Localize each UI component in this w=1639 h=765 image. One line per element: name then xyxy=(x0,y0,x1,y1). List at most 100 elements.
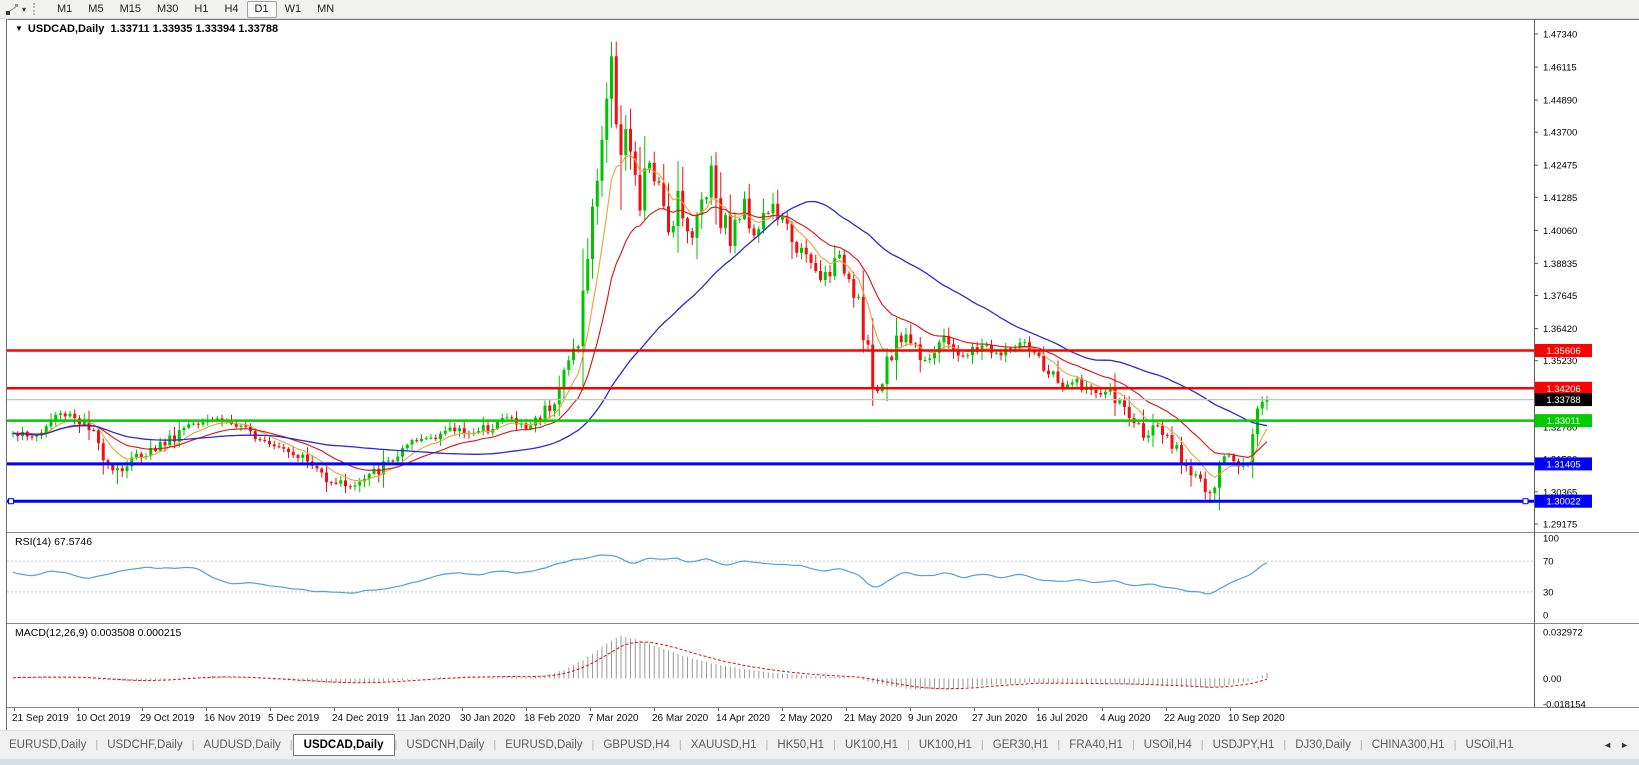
line-studies-group: ▾ xyxy=(0,0,46,18)
price-badge-label: 1.33788 xyxy=(1546,395,1580,406)
tab-separator: | xyxy=(95,739,99,751)
price-chart-panel[interactable]: 1.47340 1.46115 1.44890 1.43700 1.42475 1.412… xyxy=(7,19,1639,532)
tab-usdjpy-h1[interactable]: USDJPY,H1 xyxy=(1212,739,1275,751)
price-badge xyxy=(1535,457,1592,471)
date-tick xyxy=(654,708,655,711)
price-tick-label: 1.32780 xyxy=(1543,422,1577,433)
price-tick-label: 1.29175 xyxy=(1543,520,1577,531)
date-label: 21 Sep 2019 xyxy=(12,713,69,724)
macd-label: MACD(12,26,9) 0.003508 0.000215 xyxy=(15,627,182,639)
date-tick xyxy=(846,708,847,711)
ma-ema8-line xyxy=(12,154,1268,482)
timeframe-buttons: M1 M5 M15 M30 H1 H4 D1 W1 MN xyxy=(46,0,345,18)
macd-indicator-panel[interactable]: 0.032972 0.00 -0.018154 xyxy=(7,623,1639,708)
tab-china300-h1[interactable]: CHINA300,H1 xyxy=(1371,739,1445,751)
tab-separator: | xyxy=(191,739,195,751)
tab-uk100-h1[interactable]: UK100,H1 xyxy=(918,739,972,751)
date-tick xyxy=(526,708,527,711)
tab-ger30-h1[interactable]: GER30,H1 xyxy=(992,739,1049,751)
price-tick-label: 1.44890 xyxy=(1543,96,1577,107)
tab-audusd-daily[interactable]: AUDUSD,Daily xyxy=(203,739,281,751)
tab-scroll-left-icon[interactable]: ◄ xyxy=(1603,740,1613,750)
rsi-indicator-panel[interactable]: 100 70 30 0 xyxy=(7,532,1639,623)
tab-xauusd-h1[interactable]: XAUUSD,H1 xyxy=(690,739,757,751)
macd-tick-label: -0.018154 xyxy=(1543,700,1586,709)
line-handle[interactable] xyxy=(1522,498,1529,505)
rsi-tick-label: 0 xyxy=(1543,611,1548,622)
window-bottom-strip xyxy=(0,758,1639,765)
tf-button-m30[interactable]: M30 xyxy=(149,1,186,18)
tf-button-h1[interactable]: H1 xyxy=(186,1,216,18)
tab-dj30-daily[interactable]: DJ30,Daily xyxy=(1295,739,1351,751)
tf-button-m1[interactable]: M1 xyxy=(49,1,80,18)
date-tick xyxy=(334,708,335,711)
tf-button-w1[interactable]: W1 xyxy=(277,1,310,18)
date-tick xyxy=(782,708,783,711)
date-tick xyxy=(590,708,591,711)
date-tick xyxy=(910,708,911,711)
tab-scroll-arrows: ◄ ► xyxy=(1593,740,1639,750)
price-badge-label: 1.31405 xyxy=(1546,459,1580,470)
tab-gbpusd-h4[interactable]: GBPUSD,H4 xyxy=(603,739,670,751)
price-tick-label: 1.41285 xyxy=(1543,193,1577,204)
symbol-title: USDCAD,Daily xyxy=(27,23,105,35)
tf-button-m15[interactable]: M15 xyxy=(112,1,149,18)
date-label: 11 Jan 2020 xyxy=(396,713,451,724)
tf-button-mn[interactable]: MN xyxy=(309,1,342,18)
price-tick-label: 1.38835 xyxy=(1543,259,1577,270)
price-badge-label: 1.30022 xyxy=(1546,497,1580,508)
tab-fra40-h1[interactable]: FRA40,H1 xyxy=(1069,739,1123,751)
tab-usdchf-daily[interactable]: USDCHF,Daily xyxy=(107,739,183,751)
tab-scroll-right-icon[interactable]: ► xyxy=(1620,740,1629,750)
tf-button-d1[interactable]: D1 xyxy=(246,0,277,18)
date-axis: 21 Sep 2019 10 Oct 2019 29 Oct 2019 16 Nov … xyxy=(7,708,1639,730)
line-handle[interactable] xyxy=(8,498,14,505)
tab-separator: | xyxy=(394,739,398,751)
date-label: 24 Dec 2019 xyxy=(332,713,389,724)
price-plot-bg xyxy=(7,19,1639,532)
tab-separator: | xyxy=(493,739,497,751)
line-studies-icon[interactable] xyxy=(5,3,20,16)
date-tick xyxy=(974,708,975,711)
ma-ema20-line xyxy=(12,206,1268,472)
rsi-line xyxy=(12,554,1268,595)
price-badge-label: 1.34206 xyxy=(1546,384,1580,395)
tf-button-m5[interactable]: M5 xyxy=(80,1,111,18)
rsi-tick-label: 70 xyxy=(1543,557,1554,568)
tab-separator: | xyxy=(1131,739,1135,751)
tab-eurusd-daily[interactable]: EURUSD,Daily xyxy=(9,739,87,751)
price-tick-label: 1.43700 xyxy=(1543,128,1577,139)
price-tick-label: 1.42475 xyxy=(1543,161,1577,172)
price-tick-label: 1.37645 xyxy=(1543,291,1577,302)
tab-hk50-h1[interactable]: HK50,H1 xyxy=(777,739,825,751)
price-tick-label: 1.35230 xyxy=(1543,356,1577,367)
date-tick xyxy=(270,708,271,711)
macd-signal-line xyxy=(12,641,1268,690)
date-label: 10 Sep 2020 xyxy=(1228,713,1285,724)
date-label: 9 Jun 2020 xyxy=(908,713,958,724)
tab-uk100-h1[interactable]: UK100,H1 xyxy=(844,739,898,751)
date-label: 16 Jul 2020 xyxy=(1036,713,1088,724)
tab-usoil-h1[interactable]: USOil,H1 xyxy=(1465,739,1514,751)
date-tick xyxy=(206,708,207,711)
date-label: 16 Nov 2019 xyxy=(204,713,261,724)
chart-tab-bar: EURUSD,Daily | USDCHF,Daily | AUDUSD,Daily | U… xyxy=(0,730,1639,759)
tab-eurusd-daily[interactable]: EURUSD,Daily xyxy=(505,739,583,751)
date-label: 22 Aug 2020 xyxy=(1164,713,1221,724)
date-label: 27 Jun 2020 xyxy=(972,713,1028,724)
price-tick-label: 1.47340 xyxy=(1543,30,1577,41)
date-label: 26 Mar 2020 xyxy=(652,713,709,724)
price-tick-label: 1.46115 xyxy=(1543,63,1577,74)
date-tick xyxy=(398,708,399,711)
line-studies-glyph xyxy=(6,3,18,15)
chart-title: ▼ USDCAD,Daily 1.33711 1.33935 1.33394 1.… xyxy=(15,23,278,35)
price-tick-label: 1.36420 xyxy=(1543,324,1577,335)
tab-usoil-h4[interactable]: USOil,H4 xyxy=(1143,739,1192,751)
tab-usdcnh-daily[interactable]: USDCNH,Daily xyxy=(406,739,485,751)
dropdown-caret-icon[interactable]: ▾ xyxy=(22,4,27,14)
tf-button-h4[interactable]: H4 xyxy=(216,1,246,18)
symbol-caret-icon[interactable]: ▼ xyxy=(15,24,23,33)
date-label: 5 Dec 2019 xyxy=(268,713,320,724)
tab-usdcad-daily[interactable]: USDCAD,Daily xyxy=(292,734,395,756)
chart-window: 1.47340 1.46115 1.44890 1.43700 1.42475 1.412… xyxy=(6,19,1639,730)
